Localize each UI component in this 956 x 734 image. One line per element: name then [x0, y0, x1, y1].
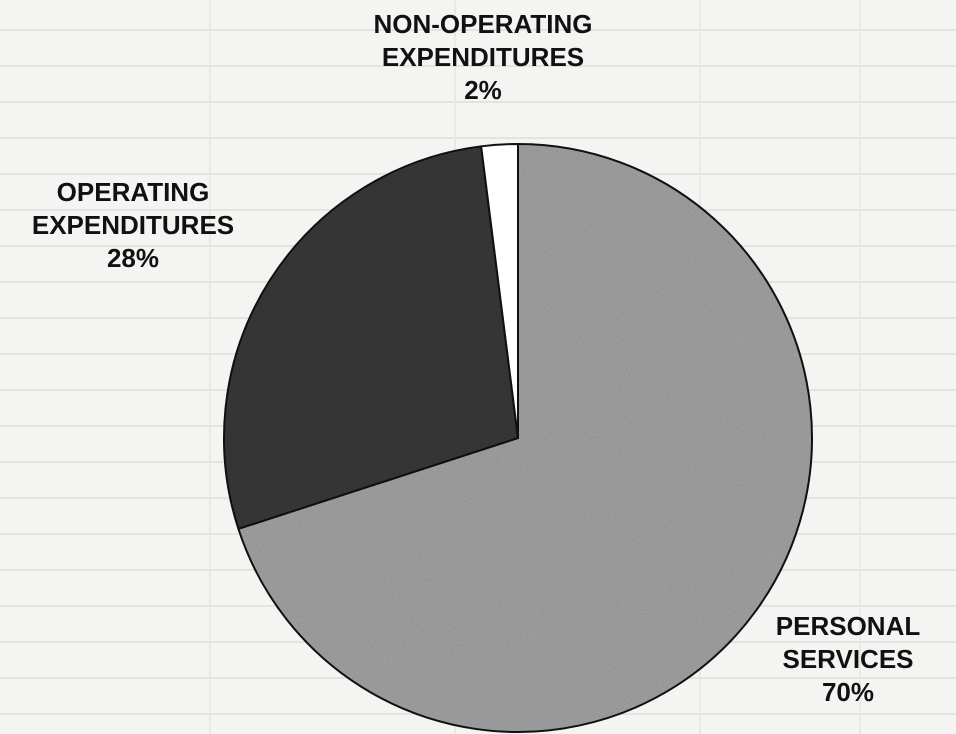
label-line: OPERATING [56, 177, 210, 207]
pie-slice-texture [224, 146, 518, 529]
label-line: SERVICES [782, 644, 914, 674]
pie-slice-texture [238, 144, 813, 732]
slice-label-personal-services: PERSONAL SERVICES 70% [740, 610, 956, 709]
label-line: NON-OPERATING [373, 9, 593, 39]
slice-percent: 70% [821, 677, 875, 707]
pie-slice-non-operating-expenditures [480, 143, 519, 439]
label-line: EXPENDITURES [381, 42, 585, 72]
slice-percent: 2% [464, 75, 502, 105]
label-line: EXPENDITURES [31, 210, 235, 240]
slice-percent: 28% [106, 243, 160, 273]
slice-label-non-operating-expenditures: NON-OPERATING EXPENDITURES 2% [328, 8, 638, 107]
label-line: PERSONAL [775, 611, 921, 641]
slice-label-operating-expenditures: OPERATING EXPENDITURES 28% [0, 176, 266, 275]
